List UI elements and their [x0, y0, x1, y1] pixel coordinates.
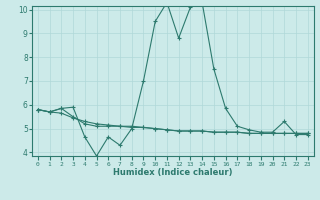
X-axis label: Humidex (Indice chaleur): Humidex (Indice chaleur): [113, 168, 233, 177]
